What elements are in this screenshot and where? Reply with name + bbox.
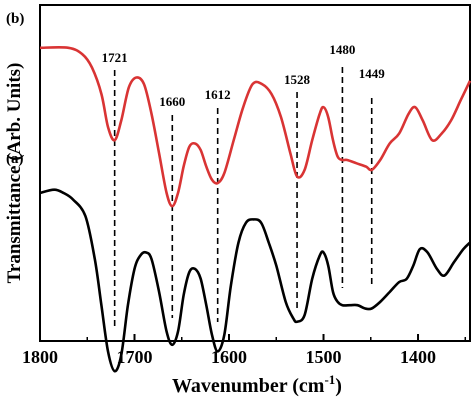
y-axis-label: Transmittance (Arb. Units) xyxy=(4,63,25,284)
x-tick-label-1700: 1700 xyxy=(117,347,153,367)
peak-label-1480: 1480 xyxy=(329,42,355,57)
peak-label-1449: 1449 xyxy=(359,66,386,81)
x-axis-label-close: ) xyxy=(335,375,342,397)
x-tick-label-1800: 1800 xyxy=(22,347,58,367)
series-line-b xyxy=(39,46,472,208)
peak-guide-lines xyxy=(113,67,373,330)
x-axis-tick-labels: 1800 1700 1600 1500 1400 xyxy=(22,347,436,367)
peak-labels: 1721 1660 1612 1528 1480 1449 xyxy=(102,42,386,109)
x-tick-label-1500: 1500 xyxy=(306,347,342,367)
x-axis-label-main: Wavenumber (cm xyxy=(172,375,325,397)
series-labels: (b) (a) xyxy=(6,11,24,167)
peak-label-1660: 1660 xyxy=(159,94,185,109)
series-lines xyxy=(39,46,472,373)
x-tick-label-1400: 1400 xyxy=(400,347,436,367)
peak-label-1721: 1721 xyxy=(102,50,128,65)
series-label-a: (a) xyxy=(6,151,24,167)
x-axis-label-sup: -1 xyxy=(324,372,335,387)
series-label-b: (b) xyxy=(6,11,24,27)
x-axis-label: Wavenumber (cm-1) xyxy=(172,372,342,397)
x-axis-ticks xyxy=(39,334,467,341)
plot-frame xyxy=(39,4,471,342)
x-tick-label-1600: 1600 xyxy=(211,347,247,367)
peak-label-1528: 1528 xyxy=(284,72,311,87)
peak-label-1612: 1612 xyxy=(205,87,231,102)
series-line-a xyxy=(39,188,471,373)
